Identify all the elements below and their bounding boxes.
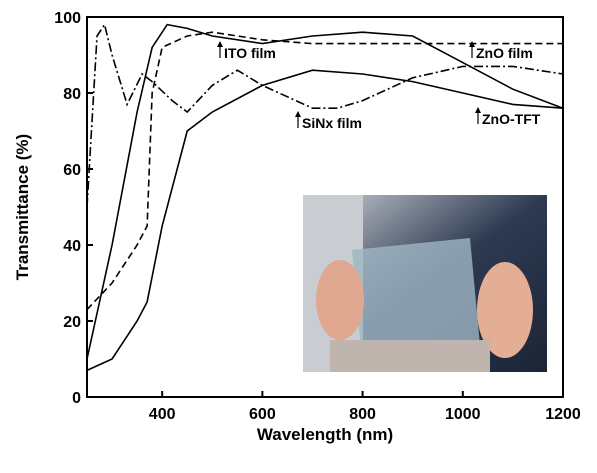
- label-arrowhead: [295, 111, 301, 117]
- label-arrowhead: [217, 41, 223, 47]
- x-tick-label: 600: [249, 406, 276, 423]
- x-tick-label: 400: [149, 406, 176, 423]
- series-label: ZnO-TFT: [482, 111, 541, 127]
- y-tick-label: 0: [72, 390, 81, 407]
- x-tick-label: 1000: [445, 406, 481, 423]
- x-tick-label: 800: [349, 406, 376, 423]
- inset-photo: [303, 195, 547, 372]
- y-tick-label: 100: [54, 10, 81, 27]
- y-tick-label: 20: [63, 314, 81, 331]
- label-arrowhead: [475, 107, 481, 113]
- x-axis-label: Wavelength (nm): [257, 425, 393, 444]
- series-label: ZnO film: [476, 45, 533, 61]
- y-tick-label: 80: [63, 86, 81, 103]
- y-axis-label: Transmittance (%): [13, 134, 32, 280]
- y-tick-label: 40: [63, 238, 81, 255]
- series-label: ITO film: [224, 45, 276, 61]
- series-label: SiNx film: [302, 115, 362, 131]
- x-tick-label: 1200: [545, 406, 581, 423]
- chart: Wavelength (nm) Transmittance (%) 400600…: [0, 0, 597, 468]
- y-tick-label: 60: [63, 162, 81, 179]
